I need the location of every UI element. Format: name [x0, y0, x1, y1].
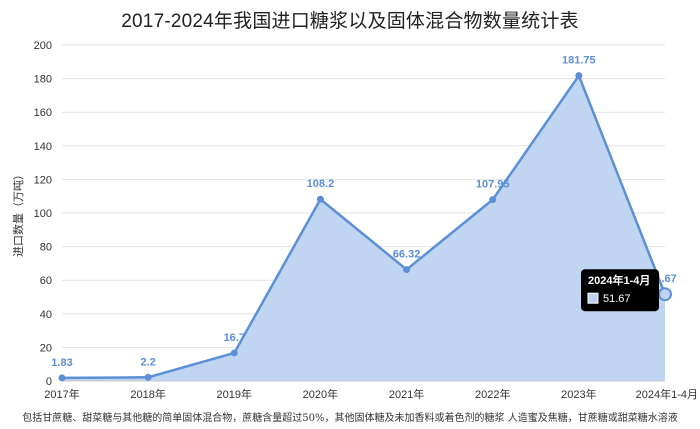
data-label: 16.7	[224, 332, 245, 344]
data-point	[316, 195, 324, 203]
data-label: 1.83	[51, 357, 72, 369]
y-axis-title: 进口数量（万吨）	[12, 169, 25, 257]
chart-title: 2017-2024年我国进口糖浆以及固体混合物数量统计表	[121, 11, 579, 32]
y-tick-label: 0	[46, 376, 52, 388]
chart-footnote: 包括甘蔗糖、甜菜糖与其他糖的简单固体混合物，蔗糖含量超过50%，其他固体糖及未加…	[22, 413, 678, 424]
data-label: 66.32	[393, 249, 421, 261]
x-tick-label: 2023年	[561, 387, 596, 401]
y-tick-label: 40	[40, 309, 52, 321]
x-tick-label: 2019年	[217, 387, 252, 401]
y-tick-label: 200	[34, 40, 52, 52]
y-tick-label: 140	[34, 141, 52, 153]
y-tick-label: 80	[40, 242, 52, 254]
tooltip-value: 51.67	[603, 293, 631, 305]
y-tick-label: 20	[40, 342, 52, 354]
y-tick-label: 60	[40, 275, 52, 287]
x-tick-label: 2024年1-4月	[636, 387, 698, 401]
series-area	[62, 75, 665, 381]
x-tick-label: 2017年	[44, 387, 79, 401]
x-tick-label: 2020年	[303, 387, 338, 401]
data-point	[58, 374, 66, 382]
data-point	[144, 373, 152, 381]
data-label: 108.2	[307, 178, 335, 190]
data-label: 107.95	[476, 179, 510, 191]
series-line	[61, 74, 667, 380]
data-label: 2.2	[140, 356, 155, 368]
data-point	[403, 266, 411, 274]
x-tick-label: 2018年	[130, 387, 165, 401]
x-tick-label: 2022年	[475, 387, 510, 401]
tooltip: 2024年1-4月 51.67	[581, 269, 659, 312]
y-tick-label: 180	[34, 74, 52, 86]
data-point	[230, 349, 238, 357]
y-tick-label: 120	[34, 174, 52, 186]
x-tick-label: 2021年	[389, 387, 424, 401]
data-point	[658, 287, 672, 302]
data-point	[575, 72, 583, 80]
y-tick-label: 100	[34, 208, 52, 220]
tooltip-box	[581, 269, 659, 312]
data-label: 181.75	[562, 55, 596, 67]
y-tick-label: 160	[34, 107, 52, 119]
data-point	[489, 196, 497, 204]
tooltip-swatch	[587, 292, 599, 304]
tooltip-category: 2024年1-4月	[588, 273, 650, 287]
